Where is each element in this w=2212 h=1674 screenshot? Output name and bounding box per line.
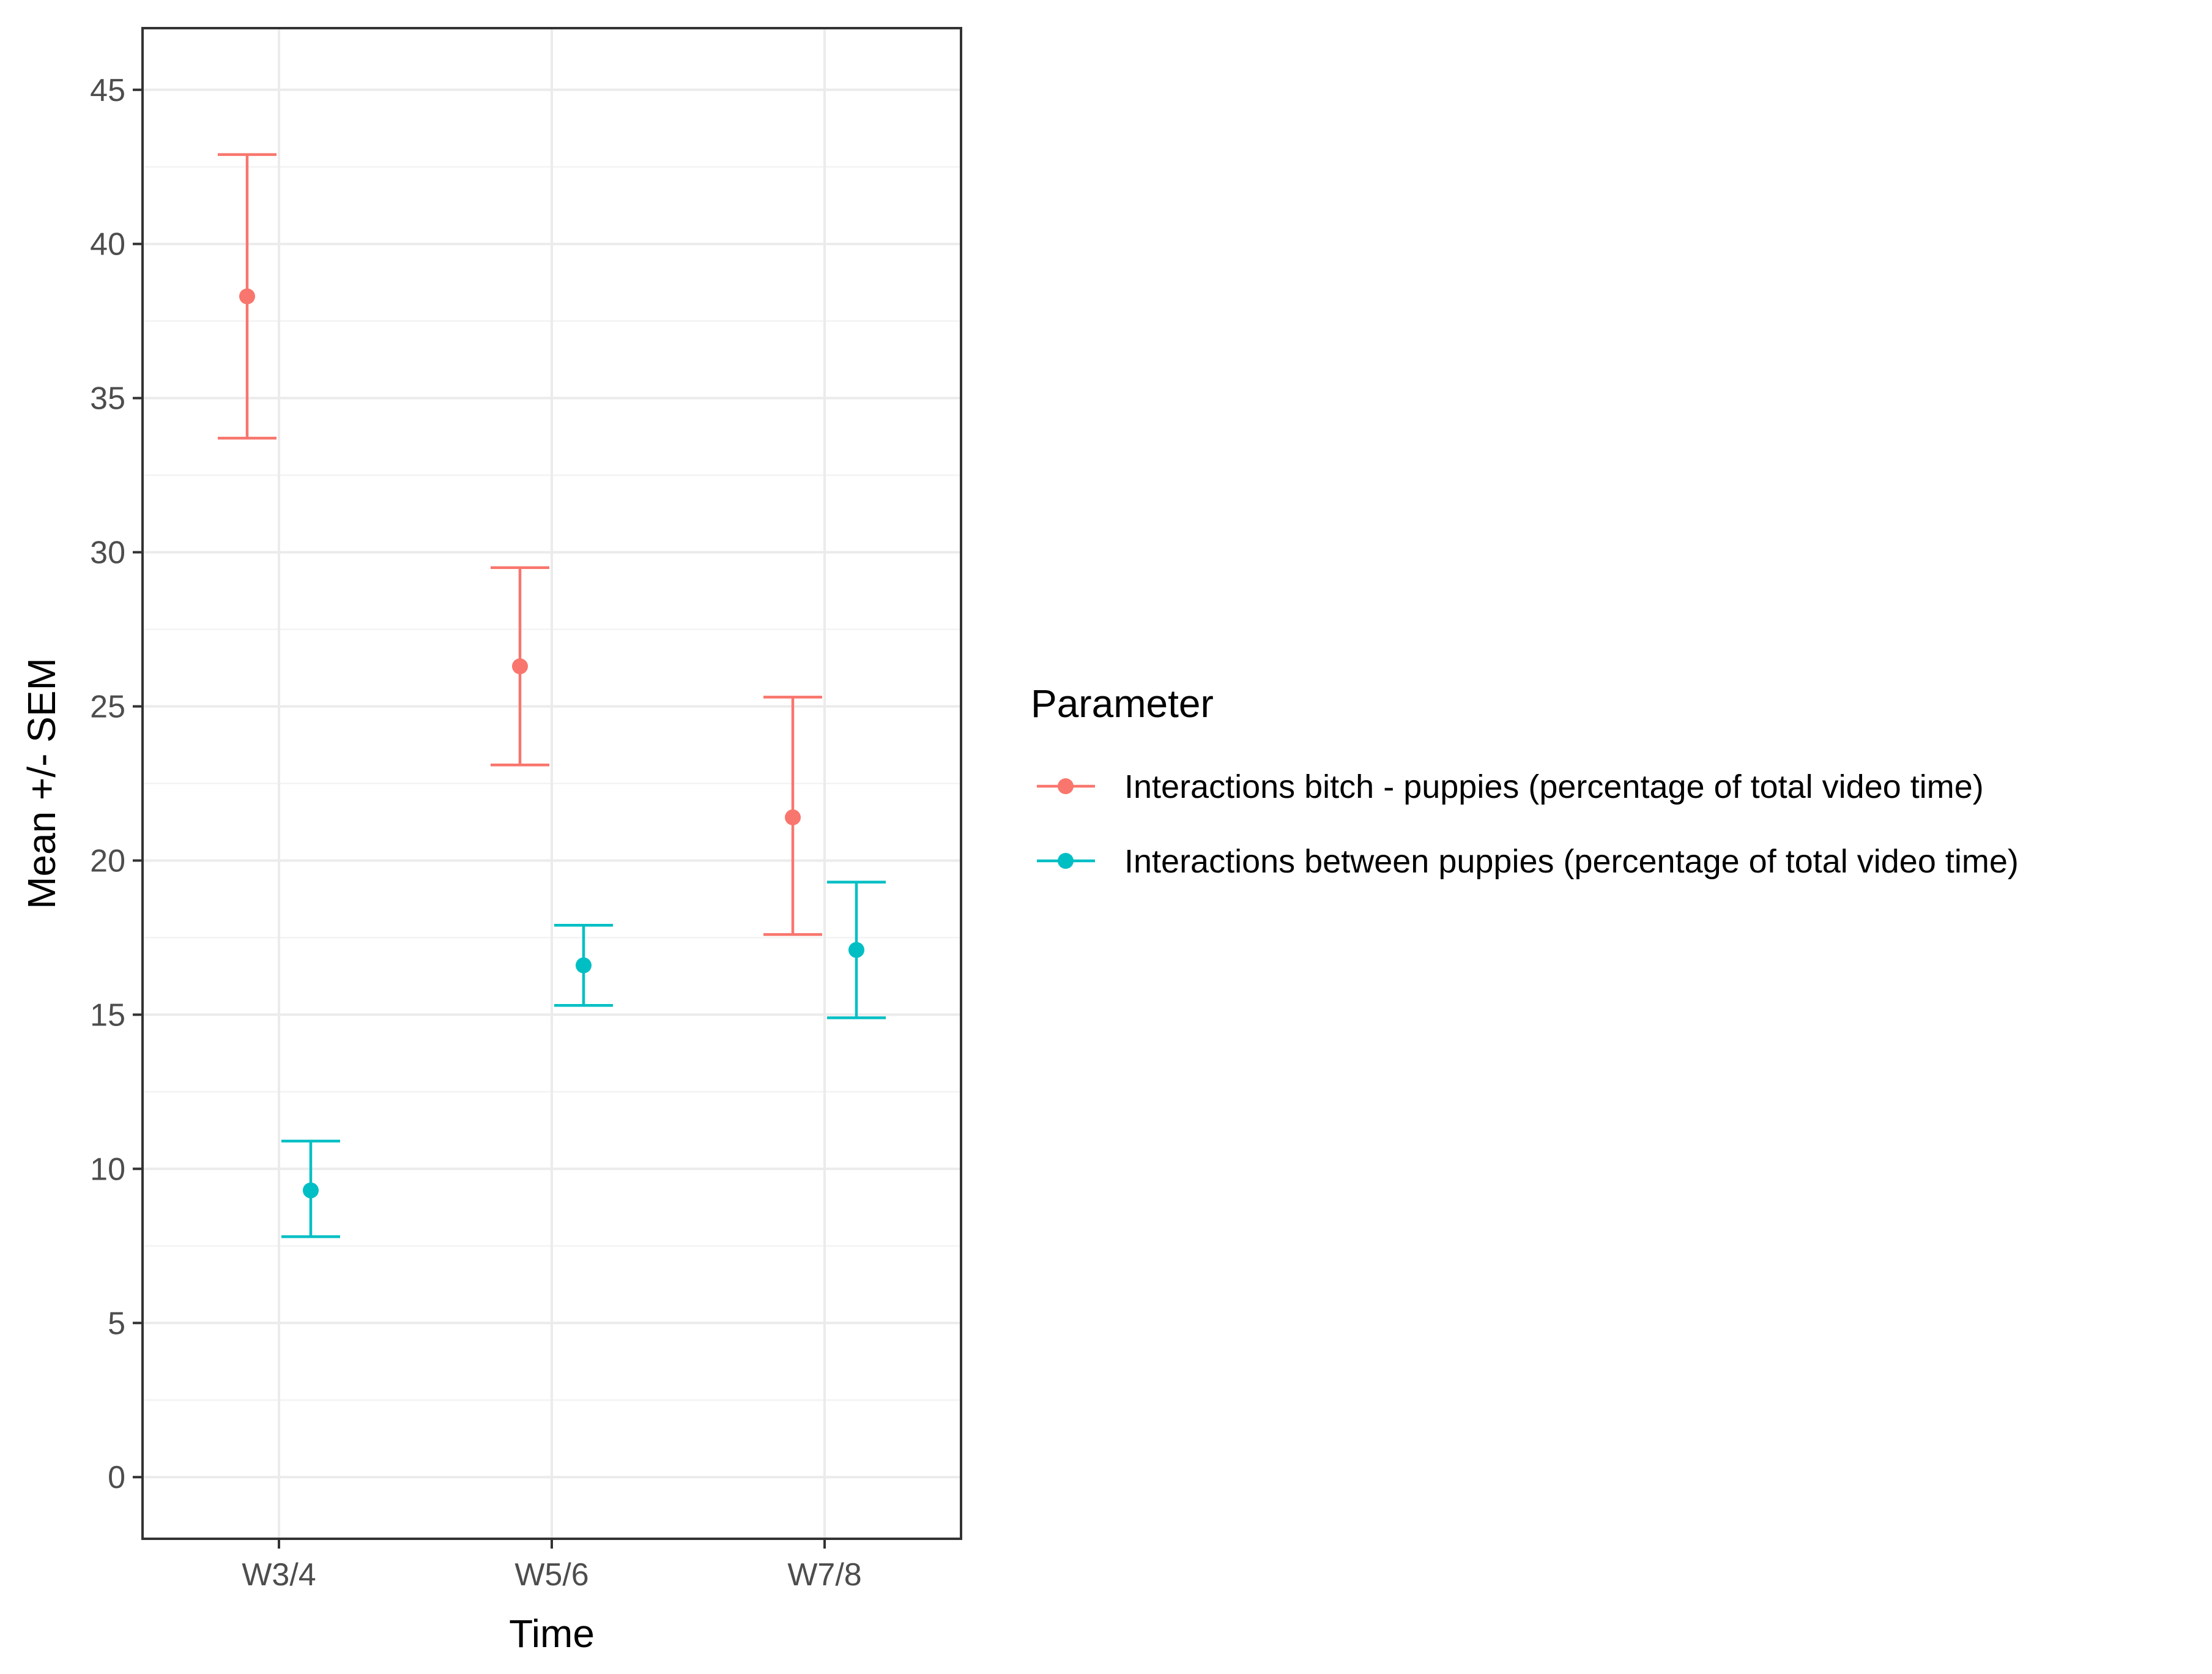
y-axis-title: Mean +/- SEM <box>20 658 64 909</box>
y-tick-label: 45 <box>90 73 125 108</box>
legend-title: Parameter <box>1031 682 1214 726</box>
x-tick-label: W3/4 <box>242 1557 316 1593</box>
data-point <box>512 658 528 675</box>
y-tick-label: 20 <box>90 843 125 879</box>
y-tick-label: 40 <box>90 227 125 262</box>
legend-item: Interactions between puppies (percentage… <box>1037 843 2019 880</box>
y-tick-label: 35 <box>90 381 125 417</box>
legend-label: Interactions bitch - puppies (percentage… <box>1124 768 1984 805</box>
x-tick-label: W5/6 <box>514 1557 588 1593</box>
y-tick-label: 15 <box>90 997 125 1033</box>
series-1 <box>281 880 886 1238</box>
x-tick-label: W7/8 <box>787 1557 861 1593</box>
data-point <box>576 957 592 973</box>
x-axis-title: Time <box>509 1612 595 1656</box>
legend-items: Interactions bitch - puppies (percentage… <box>1037 768 2019 880</box>
legend: Parameter Interactions bitch - puppies (… <box>1031 682 2019 880</box>
y-tick-label: 5 <box>108 1306 125 1341</box>
data-point <box>303 1182 319 1199</box>
legend-key-point <box>1058 778 1074 794</box>
major-gridlines <box>143 28 961 1539</box>
axis-ticks <box>133 88 826 1549</box>
data-point <box>785 809 801 825</box>
y-tick-label: 25 <box>90 690 125 725</box>
legend-key-point <box>1058 853 1074 869</box>
tick-labels: 0 5 10 15 20 25 30 35 40 45 W3/4 W5/6 W7/8 <box>90 73 862 1593</box>
data-point <box>848 942 864 958</box>
y-tick-label: 30 <box>90 535 125 571</box>
data-point <box>239 288 255 305</box>
series-0 <box>218 153 822 936</box>
y-tick-label: 10 <box>90 1151 125 1187</box>
chart-marks <box>218 153 886 1238</box>
y-tick-label: 0 <box>108 1460 125 1495</box>
legend-label: Interactions between puppies (percentage… <box>1124 843 2019 880</box>
legend-item: Interactions bitch - puppies (percentage… <box>1037 768 1984 805</box>
